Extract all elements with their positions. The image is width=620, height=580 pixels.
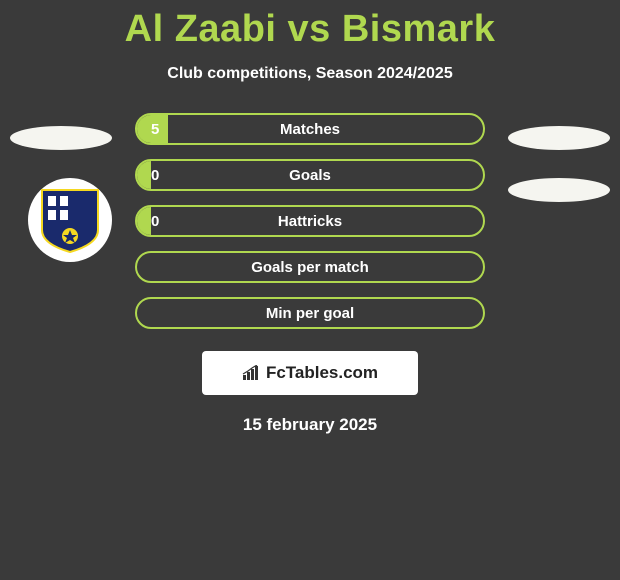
shield-icon — [40, 186, 100, 254]
stat-label: Goals per match — [251, 259, 369, 276]
date-label: 15 february 2025 — [0, 415, 620, 435]
stat-value: 5 — [151, 121, 159, 138]
page-title: Al Zaabi vs Bismark — [0, 0, 620, 51]
stat-row-hattricks: 0 Hattricks — [135, 205, 485, 237]
player-right-placeholder-1 — [508, 126, 610, 150]
stat-row-matches: 5 Matches — [135, 113, 485, 145]
stat-label: Min per goal — [266, 305, 354, 322]
player-left-placeholder — [10, 126, 112, 150]
stat-value: 0 — [151, 213, 159, 230]
brand-label: FcTables.com — [266, 363, 378, 383]
stat-value: 0 — [151, 167, 159, 184]
stat-fill — [137, 207, 151, 235]
stat-label: Goals — [289, 167, 331, 184]
stat-label: Matches — [280, 121, 340, 138]
chart-icon — [242, 365, 262, 381]
player-right-placeholder-2 — [508, 178, 610, 202]
stat-label: Hattricks — [278, 213, 342, 230]
subtitle: Club competitions, Season 2024/2025 — [0, 65, 620, 83]
brand-box[interactable]: FcTables.com — [202, 351, 418, 395]
stat-row-mpg: Min per goal — [135, 297, 485, 329]
stat-row-goals: 0 Goals — [135, 159, 485, 191]
stat-fill — [137, 161, 151, 189]
club-badge — [28, 178, 112, 262]
stat-row-gpm: Goals per match — [135, 251, 485, 283]
